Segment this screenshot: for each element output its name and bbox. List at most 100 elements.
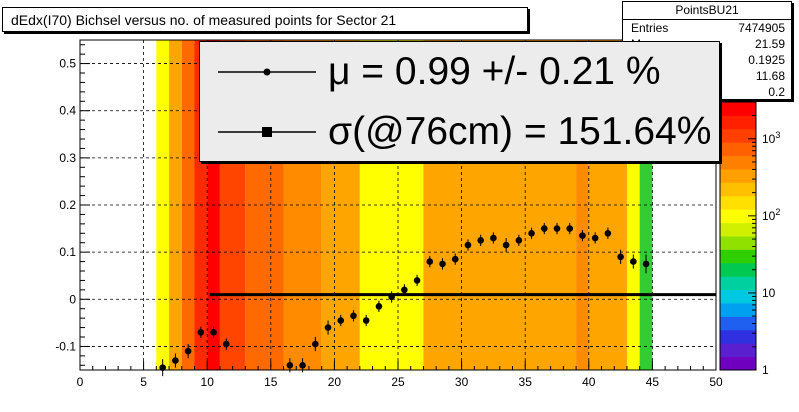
y-tick-label: 0 <box>69 292 76 306</box>
stats-value: 11.68 <box>755 69 785 83</box>
colorbar-cell <box>720 262 756 277</box>
heat-cell <box>156 40 170 370</box>
data-point <box>540 225 548 232</box>
data-point <box>464 241 472 249</box>
data-point <box>312 340 319 348</box>
data-point <box>286 361 294 369</box>
data-point <box>197 328 205 336</box>
colorbar-cell <box>720 142 756 157</box>
data-point <box>490 234 497 242</box>
data-point <box>553 225 561 232</box>
x-tick-label: 5 <box>140 375 147 389</box>
plot-title: dEdx(I70) Bichsel versus no. of measured… <box>2 7 528 32</box>
colorbar-cell <box>720 316 756 331</box>
x-tick-label: 45 <box>646 375 660 389</box>
data-point <box>528 229 535 237</box>
data-point <box>388 293 395 301</box>
colorbar-cell <box>720 356 756 371</box>
data-point <box>375 303 383 310</box>
stats-key: Entries <box>631 21 669 35</box>
colorbar-cell <box>720 222 756 237</box>
colorbar-cell <box>720 209 756 224</box>
colorbar: 1 10 102 103 <box>719 101 780 377</box>
legend-entry-mean: μ = 0.99 +/- 0.21 % <box>200 42 719 102</box>
data-point <box>439 260 446 268</box>
data-point <box>337 317 345 324</box>
legend-sigma-text: σ(@76cm) = 151.64% <box>328 110 712 153</box>
x-tick-label: 30 <box>455 375 469 389</box>
data-point <box>426 258 434 265</box>
stats-value: 21.59 <box>754 37 785 51</box>
colorbar-tick-label: 1 <box>762 363 769 377</box>
heat-cell <box>169 40 182 370</box>
colorbar-cell <box>720 249 756 264</box>
stats-value: 0.2 <box>768 85 785 99</box>
colorbar-cell <box>720 343 756 358</box>
colorbar-cell <box>720 195 756 210</box>
x-tick-label: 15 <box>264 375 278 389</box>
colorbar-cell <box>720 115 756 130</box>
x-tick-label: 35 <box>519 375 533 389</box>
data-point <box>642 260 650 268</box>
data-point <box>502 241 510 249</box>
y-tick-label: 0.4 <box>59 104 76 118</box>
colorbar-cell <box>720 155 756 170</box>
colorbar-cell <box>720 276 756 291</box>
fit-legend: μ = 0.99 +/- 0.21 % σ(@76cm) = 151.64% <box>199 41 720 162</box>
y-tick-label: 0.1 <box>59 245 76 259</box>
data-point <box>617 253 624 261</box>
data-point <box>362 317 370 324</box>
x-tick-label: 20 <box>328 375 342 389</box>
colorbar-cell <box>720 236 756 250</box>
stats-title: PointsBU21 <box>623 2 791 20</box>
legend-mean-text: μ = 0.99 +/- 0.21 % <box>328 50 661 93</box>
colorbar-cell <box>720 289 756 304</box>
x-tick-label: 50 <box>709 375 723 389</box>
data-point <box>604 229 612 237</box>
colorbar-cell <box>720 102 756 116</box>
stats-value: 7474905 <box>738 21 785 35</box>
stats-value: 0.1925 <box>748 53 785 67</box>
colorbar-tick-label: 10 <box>762 286 776 300</box>
square-marker-icon <box>218 127 316 137</box>
y-tick-label: -0.1 <box>55 339 76 353</box>
y-tick-label: 0.2 <box>59 198 76 212</box>
colorbar-tick-label: 103 <box>762 130 780 146</box>
stats-row: Entries 7474905 <box>623 20 791 36</box>
data-point <box>350 312 357 320</box>
data-point <box>159 364 166 371</box>
data-point <box>401 286 408 294</box>
colorbar-cell <box>720 128 756 143</box>
data-point <box>579 232 586 239</box>
colorbar-frame <box>719 101 757 371</box>
data-point <box>413 277 421 284</box>
x-tick-label: 0 <box>77 375 84 389</box>
colorbar-tick-label: 102 <box>762 207 780 223</box>
data-point <box>184 347 192 355</box>
legend-entry-sigma: σ(@76cm) = 151.64% <box>200 102 719 162</box>
y-tick-label: 0.3 <box>59 151 76 165</box>
colorbar-cell <box>720 182 756 197</box>
data-point <box>451 255 459 263</box>
y-tick-label: 0.5 <box>59 57 76 71</box>
data-point <box>222 340 230 348</box>
x-tick-label: 10 <box>201 375 215 389</box>
x-tick-label: 25 <box>391 375 405 389</box>
data-layer <box>159 222 716 377</box>
data-point <box>299 361 306 369</box>
data-point <box>515 237 523 244</box>
data-point <box>566 225 574 232</box>
data-point <box>324 324 332 331</box>
colorbar-cell <box>720 169 756 183</box>
colorbar-cell <box>720 303 756 317</box>
colorbar-cell <box>720 329 756 344</box>
data-point <box>477 237 484 244</box>
data-point <box>172 357 179 364</box>
data-point <box>210 328 217 336</box>
x-axis: 0 5 10 15 20 25 30 35 40 45 50 <box>77 361 723 389</box>
data-point <box>630 258 637 265</box>
y-axis: -0.1 0 0.1 0.2 0.3 0.4 0.5 <box>55 44 90 366</box>
data-point <box>591 234 599 242</box>
x-tick-label: 40 <box>582 375 596 389</box>
circle-marker-icon <box>218 68 316 76</box>
